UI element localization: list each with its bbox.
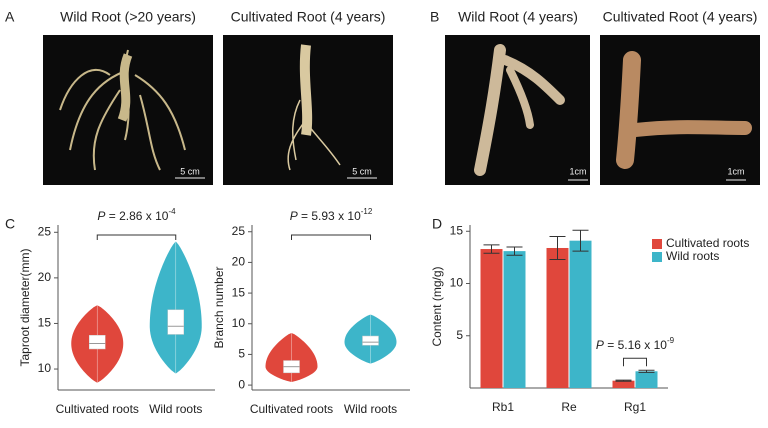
box (89, 335, 106, 350)
y-tick-label: 20 (38, 270, 52, 284)
legend-label: Wild roots (666, 249, 719, 263)
y-tick-label: 10 (450, 276, 464, 290)
x-tick-label: Wild roots (149, 402, 202, 416)
panel-letter: A (5, 9, 15, 25)
photo-title: Cultivated Root (4 years) (603, 9, 758, 25)
y-tick-label: 5 (456, 328, 463, 342)
panel-letter: C (5, 216, 15, 232)
y-axis-label: Taproot diameter(mm) (18, 248, 32, 366)
x-tick-label: Cultivated roots (56, 402, 139, 416)
bar (612, 380, 635, 388)
p-symbol: P (97, 209, 105, 223)
x-tick-label: Wild roots (344, 402, 397, 416)
root-illustration (474, 44, 565, 176)
bar (503, 251, 526, 388)
y-tick-label: 0 (238, 377, 245, 391)
bar (569, 240, 592, 388)
y-tick-label: 25 (232, 224, 246, 238)
panel-letter: B (430, 9, 439, 25)
error-bar (572, 229, 589, 252)
scale-label: 5 cm (180, 166, 200, 176)
root-illustration (616, 51, 752, 169)
y-tick-label: 10 (232, 316, 246, 330)
x-tick-label: Cultivated roots (250, 402, 333, 416)
bracket (623, 357, 647, 367)
root-illustration (287, 44, 341, 171)
y-axis-label: Content (mg/g) (430, 266, 444, 346)
p-value: P = 5.93 x 10-12 (290, 207, 373, 223)
photo-title: Cultivated Root (4 years) (231, 9, 386, 25)
y-tick-label: 15 (232, 285, 246, 299)
error-bar (615, 379, 632, 382)
legend-swatch (652, 252, 662, 262)
p-exponent: -9 (667, 336, 675, 345)
box (362, 335, 379, 346)
p-text: = 2.86 x 10 (105, 209, 168, 223)
error-bar (638, 369, 655, 373)
photo-title: Wild Root (>20 years) (60, 9, 196, 25)
bracket (96, 234, 177, 240)
bar (480, 249, 503, 388)
x-tick-label: Re (561, 400, 577, 414)
y-tick-label: 25 (38, 224, 52, 238)
root-illustration (59, 49, 186, 171)
legend-swatch (652, 239, 662, 249)
y-tick-label: 15 (38, 316, 52, 330)
photo-title: Wild Root (4 years) (458, 9, 578, 25)
box (167, 309, 184, 335)
p-value: P = 5.16 x 10-9 (596, 336, 675, 352)
y-tick-label: 20 (232, 255, 246, 269)
scale-label: 5 cm (352, 166, 372, 176)
x-tick-label: Rg1 (624, 400, 646, 414)
p-value: P = 2.86 x 10-4 (97, 207, 176, 223)
error-bar (506, 246, 523, 256)
bar (635, 371, 658, 388)
p-symbol: P (596, 338, 604, 352)
error-bar (483, 244, 500, 254)
panel-letter: D (432, 216, 442, 232)
scale-label: 1cm (569, 166, 586, 176)
y-tick-label: 10 (38, 361, 52, 375)
x-tick-label: Rb1 (492, 400, 514, 414)
photo (445, 35, 590, 185)
p-exponent: -4 (168, 207, 176, 216)
y-tick-label: 5 (238, 347, 245, 361)
error-bar (549, 235, 566, 260)
bracket (291, 234, 371, 240)
p-text: = 5.16 x 10 (604, 338, 667, 352)
p-text: = 5.93 x 10 (298, 209, 361, 223)
y-axis-label: Branch number (212, 266, 226, 348)
bar (546, 247, 569, 388)
p-symbol: P (290, 209, 298, 223)
p-exponent: -12 (361, 207, 373, 216)
y-tick-label: 15 (450, 223, 464, 237)
legend-label: Cultivated roots (666, 236, 749, 250)
scale-label: 1cm (727, 166, 744, 176)
